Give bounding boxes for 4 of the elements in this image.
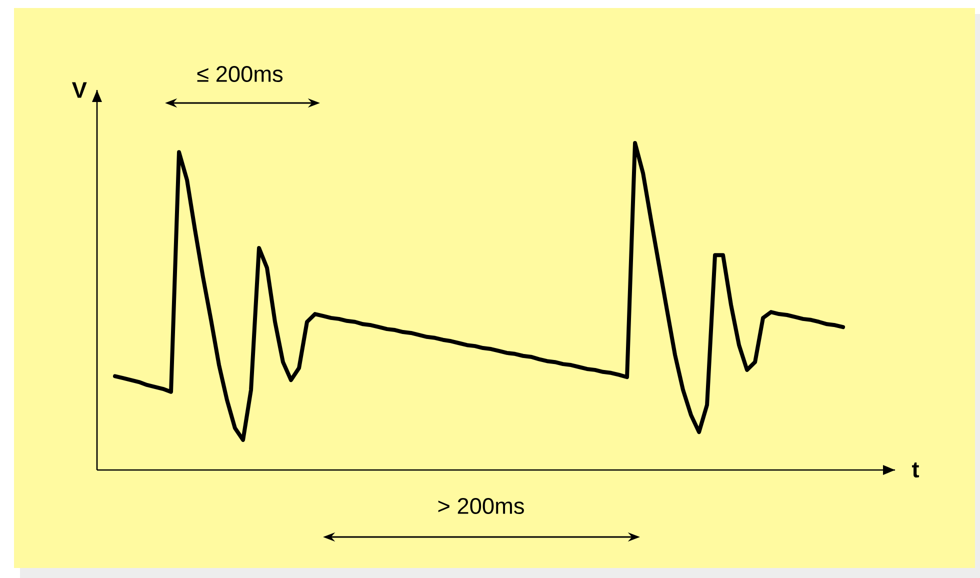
text: > 200ms (438, 498, 524, 514)
y-axis-title: V (72, 82, 87, 98)
text: ≤ 200ms (197, 66, 283, 82)
x-axis-title: t (912, 462, 920, 478)
